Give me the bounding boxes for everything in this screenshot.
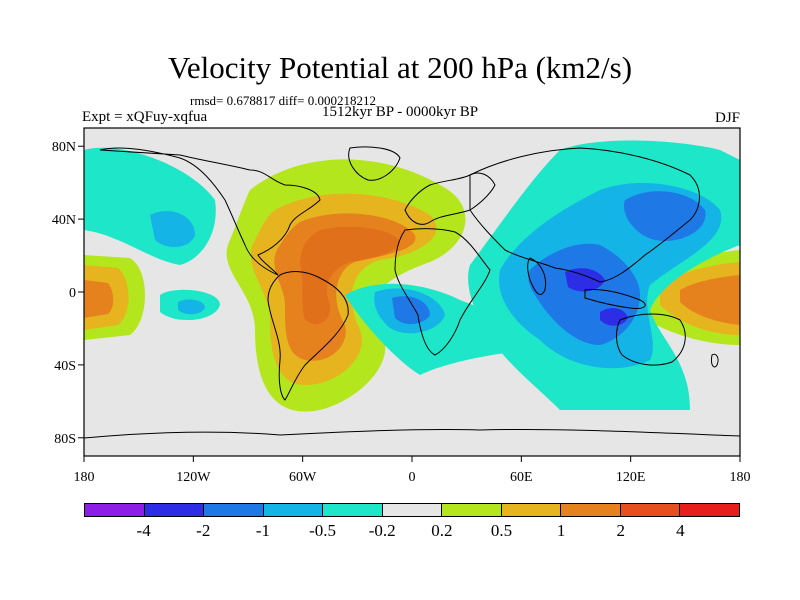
- map-plot-area: [84, 128, 740, 456]
- lon-tick-label: 60E: [510, 470, 533, 485]
- coastlines: [84, 146, 740, 439]
- east-asia-negative-1: [624, 191, 706, 241]
- colorbar-segment: [263, 504, 324, 516]
- colorbar-segment: [382, 504, 443, 516]
- lon-tick-label: 180: [74, 470, 95, 485]
- india-coast: [527, 257, 547, 295]
- latitude-ticks: 80N 40N 0 40S 80S: [52, 140, 84, 447]
- colorbar-label: -2: [196, 521, 211, 540]
- chart-title: Velocity Potential at 200 hPa (km2/s): [167, 50, 633, 85]
- positive-region-2: [300, 226, 400, 325]
- lon-tick-label: 120E: [616, 470, 646, 485]
- lat-tick-label: 40N: [52, 213, 76, 228]
- rmsd-subtitle: rmsd= 0.678817 diff= 0.000218212: [190, 93, 376, 108]
- colorbar-segment: [204, 504, 264, 516]
- south-america-coast: [267, 271, 349, 401]
- north-pacific-negative-05: [150, 211, 195, 247]
- central-pacific-negative-05: [178, 299, 205, 315]
- experiment-label: Expt = xQFuy-xqfua: [82, 109, 208, 125]
- contour-fill: [84, 140, 740, 412]
- colorbar-segment: [442, 504, 502, 516]
- africa-coast: [394, 228, 491, 356]
- pacific-positive-west-1: [84, 280, 114, 318]
- indo-pacific-negative-2b: [600, 308, 628, 326]
- lat-tick-label: 80N: [52, 140, 76, 155]
- colorbar-segment: [561, 504, 621, 516]
- north-america-coast: [99, 147, 321, 276]
- europe-coast: [404, 172, 496, 225]
- colorbar-label: -0.2: [368, 521, 396, 540]
- colorbar-label: -0.5: [309, 521, 336, 540]
- colorbar-segment: [501, 504, 562, 516]
- colorbar-segment: [323, 504, 383, 516]
- indo-pacific-negative-2: [565, 268, 605, 292]
- greenland-coast: [348, 146, 401, 181]
- antarctica-coast: [84, 428, 740, 439]
- lat-tick-label: 0: [69, 286, 76, 301]
- colorbar-label: 0.5: [490, 521, 513, 540]
- colorbar-label: 2: [616, 521, 625, 540]
- colorbar: [84, 503, 740, 517]
- lon-tick-label: 180: [730, 470, 751, 485]
- pacific-positive-east-1: [680, 275, 740, 325]
- lat-tick-label: 80S: [54, 432, 76, 447]
- season-label: DJF: [714, 110, 740, 126]
- longitude-ticks: 180 120W 60W 0 60E 120E 180: [74, 456, 751, 485]
- colorbar-label: 0.2: [431, 521, 453, 540]
- atlantic-negative-1: [392, 296, 430, 325]
- asia-coast: [469, 147, 700, 283]
- period-label: 1512kyr BP - 0000kyr BP: [322, 104, 479, 120]
- colorbar-segment: [680, 504, 740, 516]
- indonesia-coast: [584, 289, 646, 309]
- colorbar-segment: [85, 504, 145, 516]
- lon-tick-label: 0: [409, 470, 416, 485]
- colorbar-label: -4: [136, 521, 151, 540]
- colorbar-label: 4: [676, 521, 685, 540]
- new-zealand-coast: [711, 353, 719, 368]
- lon-tick-label: 60W: [289, 470, 317, 485]
- colorbar-segment: [620, 504, 681, 516]
- colorbar-label: -1: [255, 521, 270, 540]
- lat-tick-label: 40S: [54, 359, 76, 374]
- colorbar-segment: [144, 504, 205, 516]
- lon-tick-label: 120W: [176, 470, 211, 485]
- australia-coast: [616, 313, 686, 366]
- colorbar-label: 1: [556, 521, 566, 540]
